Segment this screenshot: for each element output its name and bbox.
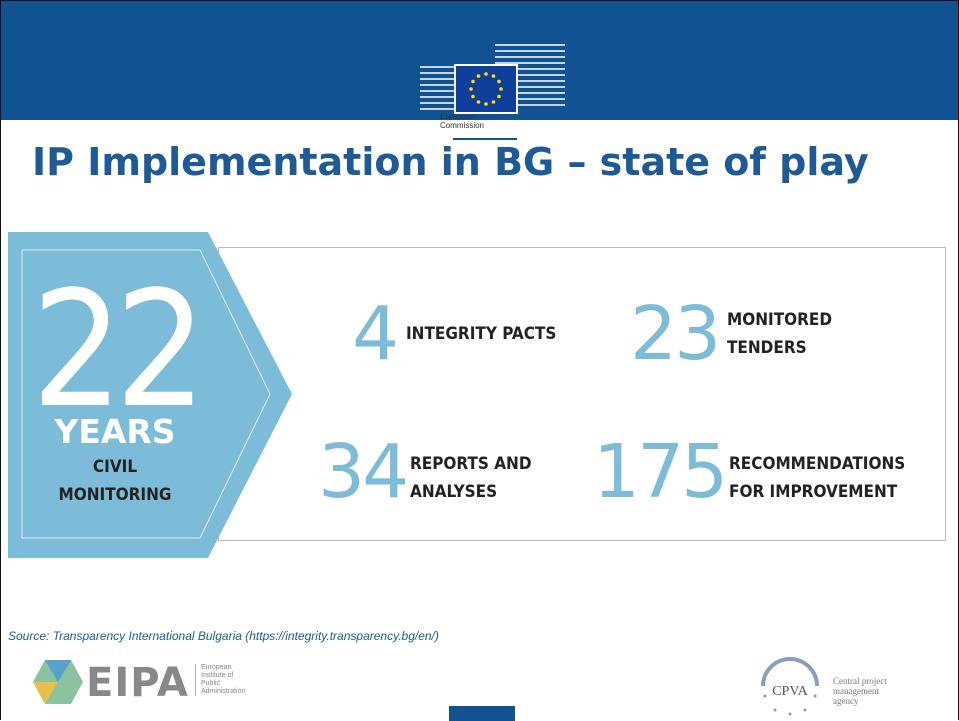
stat-label: TENDERS xyxy=(727,338,807,358)
eu-star xyxy=(497,94,501,99)
stat-label: ANALYSES xyxy=(410,482,498,502)
cpva-line: management xyxy=(833,686,879,696)
stat-label: REPORTS AND xyxy=(410,454,532,474)
eu-star xyxy=(469,87,473,91)
stat-label: MONITORED xyxy=(727,310,833,330)
slide-title: IP Implementation in BG – state of play xyxy=(32,140,869,184)
eu-star xyxy=(499,87,503,91)
eipa-text: European Institute of Public Administrat… xyxy=(195,664,245,696)
eipa-line: Administration xyxy=(201,688,246,695)
eu-star xyxy=(476,74,481,78)
bottom-tab xyxy=(449,706,515,721)
highlight-line: MONITORING xyxy=(58,485,172,505)
ec-logo xyxy=(415,44,575,145)
stat-label: RECOMMENDATIONS xyxy=(729,454,906,474)
cpva-name: CPVA xyxy=(772,684,808,699)
ec-text: Commission xyxy=(440,121,485,130)
ec-logo-text: European Commission xyxy=(440,112,500,130)
highlight-line: YEARS xyxy=(54,412,176,451)
highlight-number: 22 xyxy=(31,256,206,443)
eu-star xyxy=(491,74,496,78)
cpva-line: agency xyxy=(833,696,859,706)
cpva-mark xyxy=(761,657,819,716)
cpva-text: Central project management agency xyxy=(833,676,887,706)
eipa-line: Public xyxy=(201,680,221,687)
eu-star xyxy=(484,72,488,76)
eipa-line: Institute of xyxy=(201,672,234,679)
stat-label: INTEGRITY PACTS xyxy=(406,324,557,344)
highlight-line: CIVIL xyxy=(92,457,138,477)
source-note: Source: Transparency International Bulga… xyxy=(8,629,439,643)
eu-star xyxy=(476,100,481,104)
eu-star xyxy=(471,79,475,84)
cpva-line: Central project xyxy=(833,676,887,686)
eu-star xyxy=(491,100,496,104)
eu-star xyxy=(497,79,501,84)
eipa-line: European xyxy=(201,664,232,671)
stat-number: 34 xyxy=(318,429,409,515)
eu-star xyxy=(471,94,475,99)
stat-label: FOR IMPROVEMENT xyxy=(729,482,898,502)
ec-building xyxy=(420,44,565,110)
stat-number: 4 xyxy=(352,291,399,377)
eipa-mark xyxy=(33,660,83,704)
eipa-name: EIPA xyxy=(86,660,189,706)
stat-number: 175 xyxy=(593,429,728,515)
stat-number: 23 xyxy=(630,291,721,377)
ec-text: European xyxy=(440,112,475,121)
chevron xyxy=(8,232,292,558)
eu-star xyxy=(484,102,488,106)
